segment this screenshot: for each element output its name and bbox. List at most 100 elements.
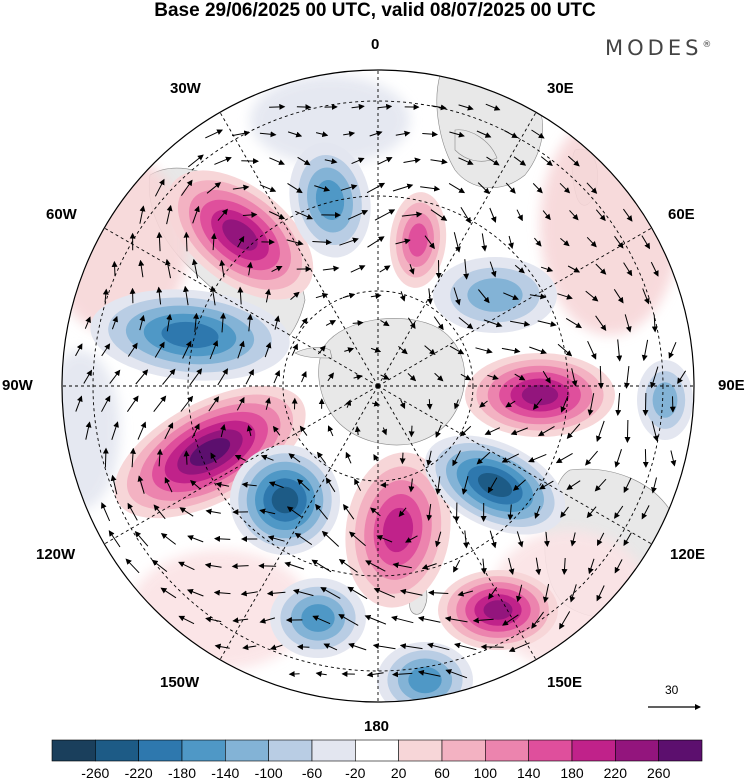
wind-arrow — [540, 266, 554, 273]
anomaly-contour — [408, 666, 442, 694]
wind-arrow — [489, 261, 497, 278]
wind-arrow — [139, 314, 146, 331]
wind-arrow — [160, 587, 177, 599]
wind-arrow — [340, 184, 358, 191]
wind-arrow — [435, 531, 442, 548]
wind-arrow — [650, 366, 659, 389]
wind-arrow — [434, 372, 444, 382]
wind-arrow — [111, 260, 118, 277]
wind-arrow — [126, 395, 139, 412]
wind-arrow — [237, 286, 244, 305]
wind-arrow — [179, 507, 194, 517]
wind-arrow — [594, 478, 607, 492]
colorbar-tick-label: 220 — [603, 765, 627, 781]
wind-arrow — [180, 179, 193, 196]
wind-arrow — [338, 559, 358, 573]
colorbar-bin — [225, 739, 269, 762]
wind-arrow — [321, 530, 340, 547]
wind-arrow — [408, 478, 415, 493]
wind-arrow — [453, 232, 461, 253]
wind-arrow — [193, 312, 200, 333]
wind-arrow — [642, 288, 650, 305]
wind-arrow — [137, 421, 147, 440]
anomaly-neg-atlantic-mid — [289, 142, 371, 258]
wind-arrow — [327, 372, 334, 382]
lon-label-180: 180 — [364, 718, 390, 735]
wind-arrow — [312, 239, 332, 246]
wind-arrow — [294, 210, 314, 220]
colorbar-bin — [138, 739, 183, 762]
wind-arrow — [399, 291, 406, 302]
wind-arrow — [508, 235, 514, 249]
wind-arrow — [292, 588, 314, 597]
wind-arrow — [399, 643, 423, 650]
colorbar-bin — [268, 739, 313, 762]
wind-arrow — [320, 587, 341, 599]
wind-arrow — [476, 130, 492, 138]
wind-arrow — [365, 560, 386, 572]
wind-arrow — [587, 340, 597, 360]
wind-arrow — [317, 345, 326, 355]
wind-arrow — [192, 205, 200, 224]
meridian-line — [377, 385, 652, 545]
wind-arrow — [566, 423, 581, 439]
wind-arrow — [127, 342, 138, 357]
wind-arrow — [153, 395, 167, 413]
wind-arrow — [297, 478, 310, 491]
wind-arrow — [288, 453, 301, 463]
wind-arrow — [453, 287, 461, 306]
wind-arrow — [371, 400, 381, 407]
wind-arrow — [349, 531, 366, 547]
wind-arrow — [422, 131, 438, 138]
wind-arrow — [166, 313, 173, 332]
wind-arrow — [373, 454, 379, 462]
wind-arrow — [111, 421, 119, 440]
lon-label-60e: 60E — [668, 206, 695, 223]
wind-arrow — [347, 210, 369, 220]
wind-arrow — [585, 450, 598, 466]
wind-arrow — [247, 313, 253, 332]
wind-arrow — [219, 259, 226, 278]
wind-arrow — [267, 535, 285, 542]
wind-arrow — [401, 211, 423, 218]
wind-arrow — [479, 400, 488, 408]
wind-arrow — [585, 290, 599, 302]
wind-arrow — [271, 265, 283, 273]
wind-arrow — [587, 393, 595, 416]
wind-arrow — [531, 611, 545, 629]
wind-arrow — [240, 590, 258, 597]
wind-arrow — [214, 643, 230, 650]
colorbar-bin — [51, 739, 96, 762]
wind-arrow — [245, 369, 254, 385]
wind-arrow — [373, 587, 395, 598]
wind-arrow — [487, 477, 498, 494]
colorbar-bin — [311, 739, 356, 762]
wind-arrow — [287, 131, 303, 138]
wash-blue-north — [250, 75, 410, 165]
wind-arrow — [370, 293, 382, 299]
colorbar-tick-label: 180 — [560, 765, 584, 781]
wind-arrow — [151, 559, 168, 572]
colorbar-tick-label: -220 — [124, 765, 153, 781]
wind-arrow — [623, 477, 632, 493]
wind-arrow — [569, 210, 579, 221]
wind-arrow — [353, 374, 363, 381]
wind-arrow — [323, 643, 338, 651]
wind-arrow — [266, 590, 286, 597]
wind-arrow — [458, 317, 474, 330]
wind-arrow — [154, 178, 165, 197]
wind-arrow — [561, 557, 568, 575]
wind-arrow — [461, 475, 469, 495]
colorbar-tick-label: -100 — [254, 765, 283, 781]
wind-arrow — [403, 157, 421, 164]
wind-arrow — [595, 209, 606, 222]
wind-arrow — [514, 373, 526, 381]
wind-arrow — [670, 450, 677, 467]
wind-arrow — [668, 342, 677, 359]
wind-arrow — [366, 671, 384, 678]
wind-arrow — [209, 340, 219, 360]
wind-arrow — [101, 395, 111, 412]
lon-label-150w: 150W — [160, 674, 200, 691]
wind-arrow — [483, 319, 503, 328]
wind-arrow — [531, 129, 545, 139]
